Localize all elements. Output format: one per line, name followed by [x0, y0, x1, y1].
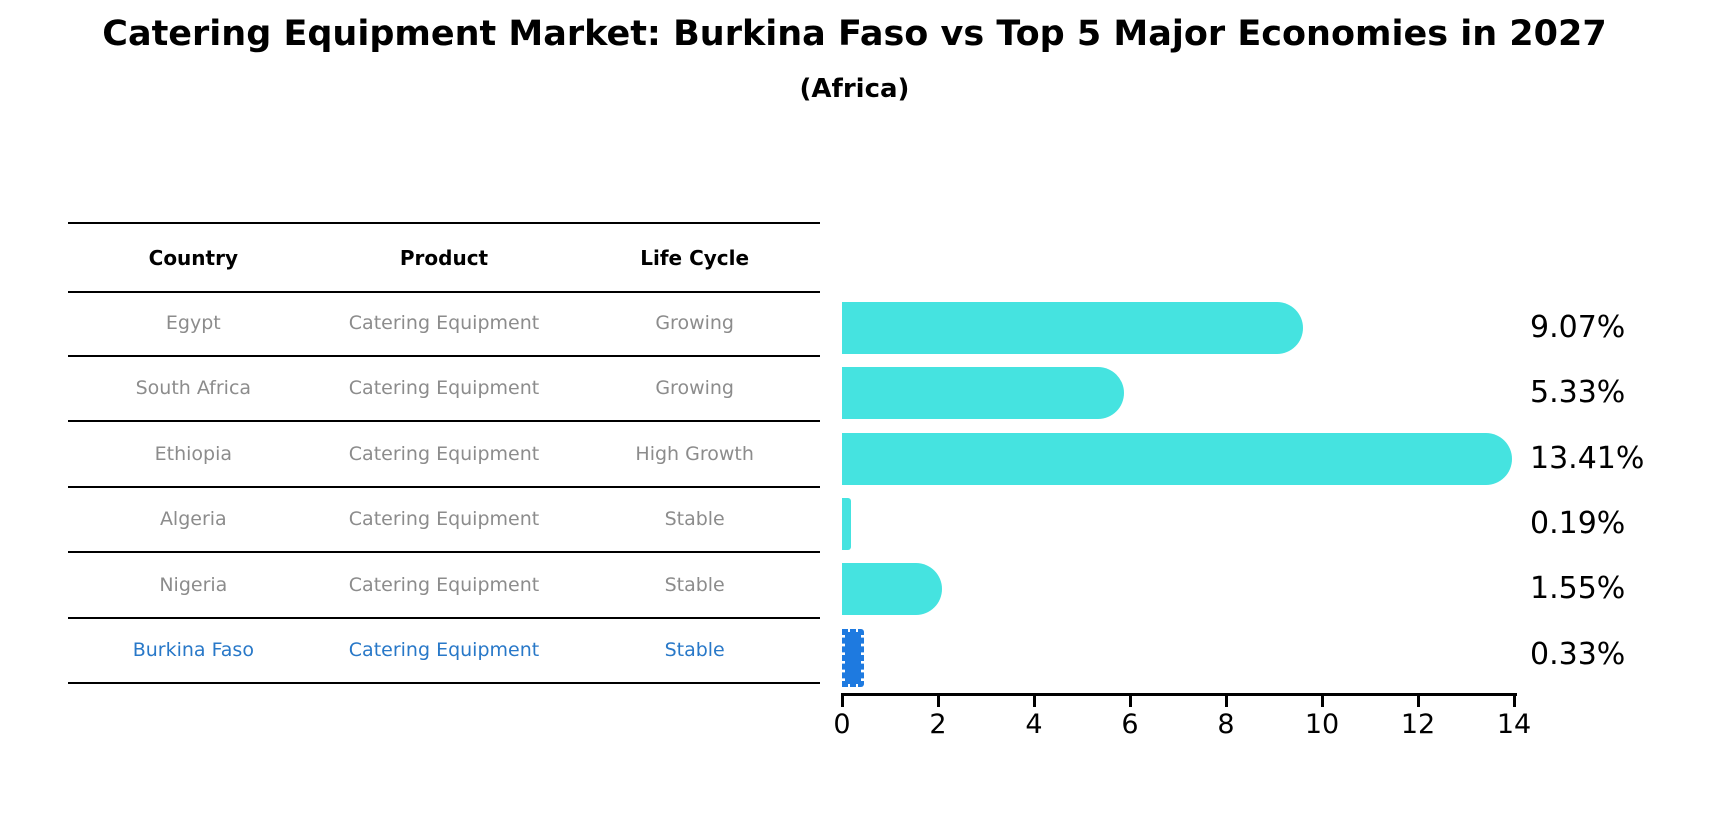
header-product: Product — [399, 245, 489, 270]
bar-nigeria — [842, 563, 943, 616]
value-label-algeria: 0.19% — [1530, 505, 1626, 541]
x-tick-2 — [936, 696, 940, 707]
x-tick-label-6: 6 — [1121, 709, 1139, 740]
product-cell: Catering Equipment — [348, 639, 540, 661]
x-tick-14 — [1512, 696, 1516, 707]
value-label-south-africa: 5.33% — [1530, 375, 1626, 411]
value-label-egypt: 9.07% — [1530, 309, 1626, 345]
country-cell: Algeria — [159, 508, 227, 531]
life-cycle-cell: High Growth — [635, 442, 754, 465]
x-axis-line — [841, 693, 1517, 696]
life-cycle-cell: Growing — [655, 312, 734, 334]
x-tick-10 — [1320, 696, 1324, 707]
value-label-nigeria: 1.55% — [1530, 571, 1626, 607]
x-tick-6 — [1128, 696, 1132, 707]
bar-burkina-faso — [842, 628, 864, 687]
x-tick-label-4: 4 — [1025, 709, 1043, 740]
product-cell: Catering Equipment — [348, 573, 540, 596]
bar-ethiopia — [842, 432, 1512, 485]
life-cycle-cell: Stable — [664, 573, 725, 596]
country-cell: Burkina Faso — [132, 639, 254, 661]
table-row: Burkina Faso Catering Equipment Stable — [68, 618, 820, 684]
x-tick-0 — [840, 696, 844, 707]
x-tick-label-2: 2 — [929, 709, 947, 740]
product-cell: Catering Equipment — [348, 377, 540, 400]
table-header-row: Country Product Life Cycle — [68, 222, 820, 293]
bar-south-africa — [842, 367, 1124, 420]
country-cell: Nigeria — [159, 573, 228, 596]
country-cell: Egypt — [165, 312, 221, 334]
life-cycle-cell: Stable — [664, 639, 725, 661]
chart-subtitle: (Africa) — [799, 74, 910, 104]
product-cell: Catering Equipment — [348, 312, 540, 334]
header-country: Country — [148, 245, 238, 270]
life-cycle-cell: Stable — [664, 508, 725, 531]
table-row: Algeria Catering Equipment Stable — [68, 487, 820, 554]
bar-egypt — [842, 301, 1304, 354]
x-tick-label-10: 10 — [1304, 709, 1340, 740]
bar-algeria — [842, 497, 852, 550]
x-tick-4 — [1032, 696, 1036, 707]
product-cell: Catering Equipment — [348, 442, 540, 465]
x-tick-label-8: 8 — [1217, 709, 1235, 740]
value-label-burkina-faso: 0.33% — [1530, 636, 1626, 672]
table-row: Nigeria Catering Equipment Stable — [68, 553, 820, 619]
x-tick-label-14: 14 — [1496, 709, 1532, 740]
country-cell: South Africa — [135, 377, 252, 400]
country-cell: Ethiopia — [154, 442, 233, 465]
value-label-ethiopia: 13.41% — [1530, 440, 1645, 476]
life-cycle-cell: Growing — [655, 377, 734, 400]
x-tick-12 — [1416, 696, 1420, 707]
x-tick-label-0: 0 — [833, 709, 851, 740]
x-tick-label-12: 12 — [1400, 709, 1436, 740]
product-cell: Catering Equipment — [348, 508, 540, 531]
table-row: Ethiopia Catering Equipment High Growth — [68, 422, 820, 488]
chart-title: Catering Equipment Market: Burkina Faso … — [102, 14, 1607, 54]
table-row: Egypt Catering Equipment Growing — [68, 291, 820, 357]
header-life-cycle: Life Cycle — [640, 245, 750, 270]
table-row: South Africa Catering Equipment Growing — [68, 356, 820, 423]
x-tick-8 — [1224, 696, 1228, 707]
